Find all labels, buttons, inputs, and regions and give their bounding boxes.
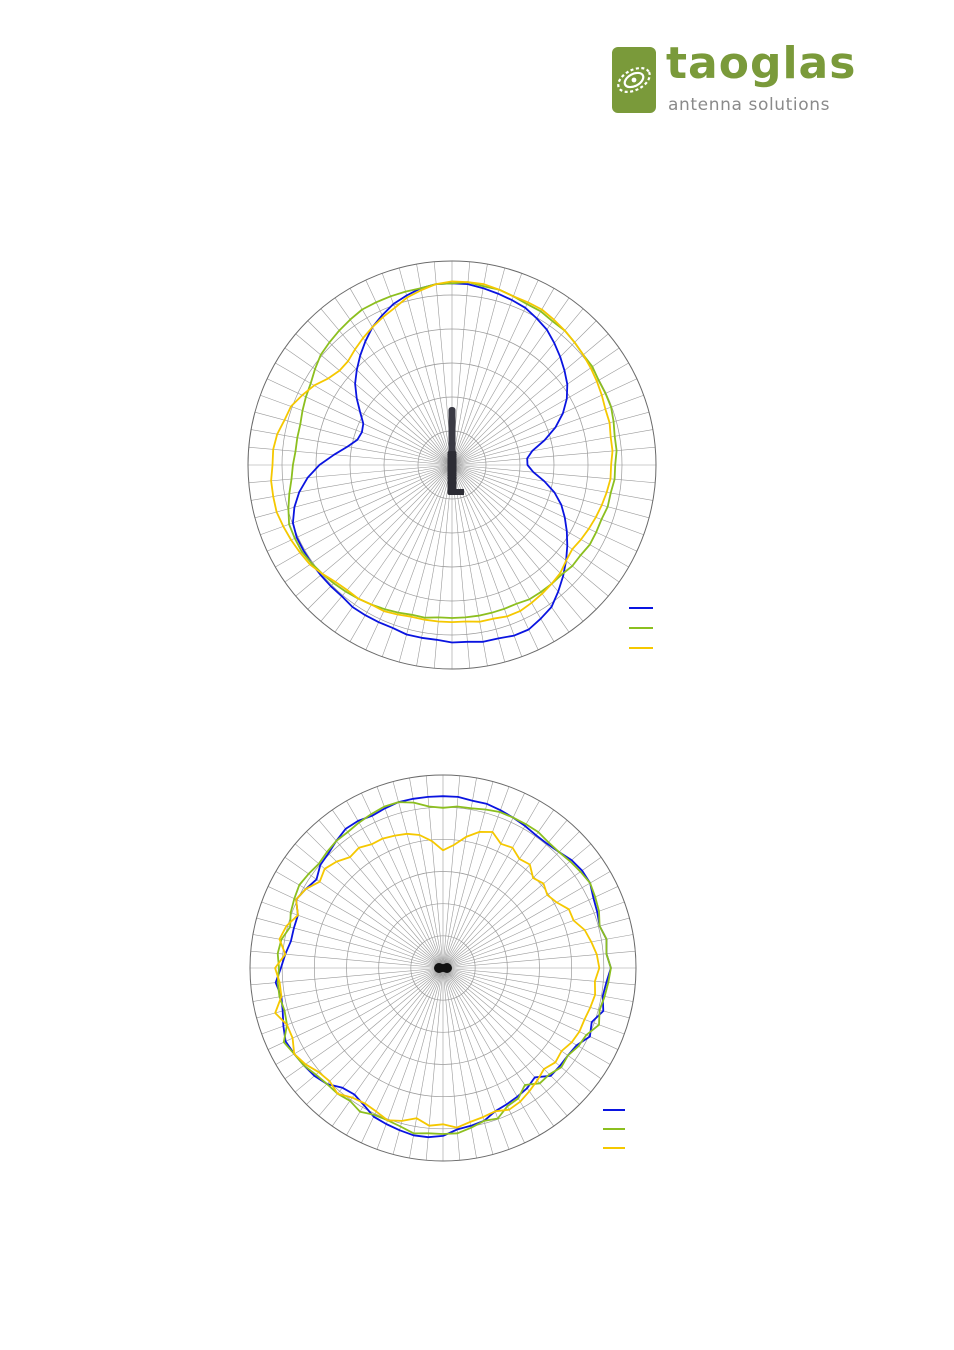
ring-circle xyxy=(383,396,521,534)
ring-circle xyxy=(315,328,589,602)
logo-mark-icon xyxy=(612,47,656,113)
ring-circle xyxy=(249,774,637,1162)
polar-chart-1 xyxy=(247,260,657,670)
logo-wordmark: taoglas xyxy=(666,38,857,89)
series-line-1 xyxy=(291,282,569,644)
antenna-top-view-icon xyxy=(434,963,452,973)
ring-circle xyxy=(378,903,508,1033)
antenna-icon xyxy=(447,407,464,495)
ring-circle xyxy=(281,294,623,636)
ring-circle xyxy=(247,260,657,670)
ring-circle xyxy=(313,838,573,1098)
polar-grid xyxy=(249,774,637,1162)
polar-chart-2 xyxy=(249,774,637,1162)
series-line-2 xyxy=(287,281,618,619)
ring-circle xyxy=(410,935,476,1001)
series-line-2 xyxy=(276,801,612,1135)
ring-circle xyxy=(346,871,540,1065)
logo-tagline: antenna solutions xyxy=(668,95,831,115)
taoglas-logo: taoglas antenna solutions xyxy=(612,38,862,118)
series-line-3 xyxy=(270,280,614,624)
ring-circle xyxy=(349,362,555,568)
series-line-3 xyxy=(274,831,601,1129)
